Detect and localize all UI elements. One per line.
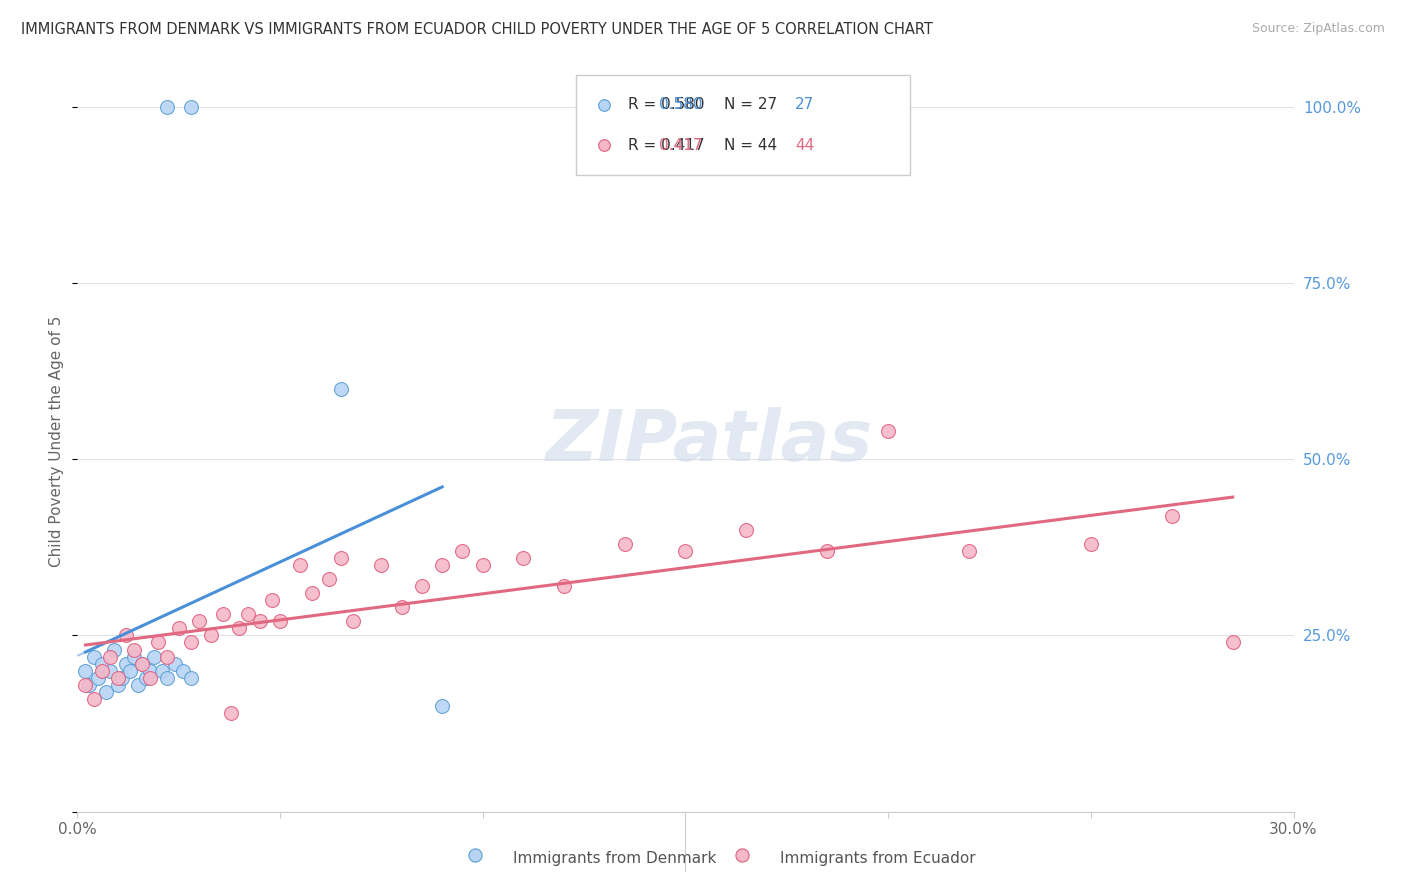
Point bbox=[135, 671, 157, 685]
Text: ZIPatlas: ZIPatlas bbox=[546, 407, 873, 476]
Point bbox=[228, 621, 250, 635]
Point bbox=[131, 657, 153, 671]
Point bbox=[107, 678, 129, 692]
Point bbox=[731, 847, 754, 862]
Text: R = 0.417    N = 44: R = 0.417 N = 44 bbox=[628, 138, 778, 153]
Point bbox=[155, 671, 177, 685]
Point bbox=[180, 100, 202, 114]
Point bbox=[90, 664, 112, 678]
Point bbox=[432, 558, 454, 572]
Point bbox=[675, 544, 697, 558]
Point bbox=[957, 544, 980, 558]
Y-axis label: Child Poverty Under the Age of 5: Child Poverty Under the Age of 5 bbox=[49, 316, 65, 567]
Text: Immigrants from Denmark: Immigrants from Denmark bbox=[513, 851, 717, 865]
Point bbox=[127, 678, 149, 692]
Point bbox=[98, 664, 121, 678]
Point bbox=[143, 649, 166, 664]
Point bbox=[260, 593, 283, 607]
Point bbox=[301, 586, 323, 600]
Point bbox=[103, 642, 125, 657]
Point bbox=[512, 550, 534, 565]
Point bbox=[107, 671, 129, 685]
Text: 44: 44 bbox=[794, 138, 814, 153]
Point bbox=[370, 558, 392, 572]
Point bbox=[432, 698, 454, 713]
Point bbox=[90, 657, 112, 671]
Point bbox=[139, 664, 162, 678]
Point bbox=[180, 635, 202, 649]
Point bbox=[877, 424, 900, 438]
Point bbox=[139, 671, 162, 685]
Text: 0.417: 0.417 bbox=[658, 138, 702, 153]
Point bbox=[1222, 635, 1244, 649]
Point bbox=[79, 678, 101, 692]
Point bbox=[118, 664, 141, 678]
Text: IMMIGRANTS FROM DENMARK VS IMMIGRANTS FROM ECUADOR CHILD POVERTY UNDER THE AGE O: IMMIGRANTS FROM DENMARK VS IMMIGRANTS FR… bbox=[21, 22, 934, 37]
Point bbox=[329, 550, 352, 565]
Point bbox=[391, 600, 413, 615]
Point bbox=[1161, 508, 1184, 523]
Point bbox=[122, 642, 145, 657]
Point bbox=[200, 628, 222, 642]
Point bbox=[451, 544, 474, 558]
Point bbox=[342, 615, 364, 629]
Point bbox=[180, 671, 202, 685]
Point bbox=[155, 100, 177, 114]
Point bbox=[735, 523, 758, 537]
Point bbox=[188, 615, 211, 629]
Point bbox=[75, 664, 97, 678]
Point bbox=[122, 649, 145, 664]
Point bbox=[553, 579, 575, 593]
Point bbox=[86, 671, 108, 685]
Point bbox=[172, 664, 194, 678]
Text: Immigrants from Ecuador: Immigrants from Ecuador bbox=[780, 851, 976, 865]
Text: Source: ZipAtlas.com: Source: ZipAtlas.com bbox=[1251, 22, 1385, 36]
Point bbox=[152, 664, 174, 678]
Point bbox=[471, 558, 494, 572]
Point bbox=[464, 847, 486, 862]
Point bbox=[148, 635, 170, 649]
Point bbox=[815, 544, 838, 558]
Point bbox=[249, 615, 271, 629]
Point bbox=[94, 685, 117, 699]
Point bbox=[1080, 537, 1102, 551]
Point bbox=[318, 572, 340, 586]
Point bbox=[98, 649, 121, 664]
Point bbox=[163, 657, 186, 671]
Point bbox=[269, 615, 291, 629]
Point bbox=[111, 671, 134, 685]
Point bbox=[221, 706, 243, 720]
Point bbox=[329, 382, 352, 396]
Point bbox=[290, 558, 312, 572]
Text: R = 0.580    N = 27: R = 0.580 N = 27 bbox=[628, 97, 778, 112]
Point bbox=[167, 621, 190, 635]
Point bbox=[613, 537, 636, 551]
Point bbox=[115, 657, 138, 671]
FancyBboxPatch shape bbox=[576, 75, 911, 175]
Point bbox=[75, 678, 97, 692]
Text: 27: 27 bbox=[794, 97, 814, 112]
Point bbox=[236, 607, 259, 622]
Point bbox=[83, 692, 105, 706]
Point bbox=[212, 607, 235, 622]
Point bbox=[115, 628, 138, 642]
Text: 0.580: 0.580 bbox=[658, 97, 702, 112]
Point bbox=[131, 657, 153, 671]
Point bbox=[83, 649, 105, 664]
Point bbox=[155, 649, 177, 664]
Point bbox=[411, 579, 433, 593]
